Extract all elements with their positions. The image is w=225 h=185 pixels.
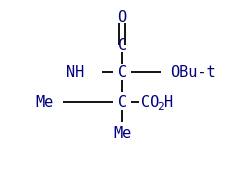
Text: 2: 2	[157, 102, 164, 112]
Text: C: C	[118, 38, 127, 53]
Text: C: C	[118, 65, 127, 80]
Text: Me: Me	[35, 95, 53, 110]
Text: O: O	[118, 9, 127, 24]
Text: NH: NH	[67, 65, 85, 80]
Text: C: C	[118, 95, 127, 110]
Text: CO: CO	[141, 95, 159, 110]
Text: OBu-t: OBu-t	[170, 65, 215, 80]
Text: Me: Me	[113, 125, 131, 140]
Text: H: H	[164, 95, 173, 110]
